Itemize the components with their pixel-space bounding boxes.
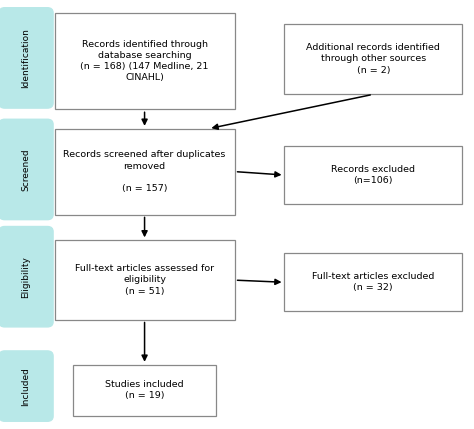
Text: Records screened after duplicates
removed

(n = 157): Records screened after duplicates remove… (64, 151, 226, 193)
FancyBboxPatch shape (0, 8, 53, 108)
Text: Full-text articles excluded
(n = 32): Full-text articles excluded (n = 32) (312, 272, 435, 292)
FancyBboxPatch shape (284, 146, 462, 204)
Text: Additional records identified
through other sources
(n = 2): Additional records identified through ot… (306, 43, 440, 75)
FancyBboxPatch shape (55, 13, 235, 109)
FancyBboxPatch shape (284, 24, 462, 94)
Text: Screened: Screened (22, 148, 30, 191)
FancyBboxPatch shape (55, 129, 235, 214)
Text: Identification: Identification (22, 28, 30, 88)
Text: Included: Included (22, 367, 30, 405)
FancyBboxPatch shape (0, 351, 53, 421)
Text: Full-text articles assessed for
eligibility
(n = 51): Full-text articles assessed for eligibil… (75, 264, 214, 296)
FancyBboxPatch shape (284, 253, 462, 311)
FancyBboxPatch shape (0, 227, 53, 327)
Text: Records identified through
database searching
(n = 168) (147 Medline, 21
CINAHL): Records identified through database sear… (81, 40, 209, 82)
Text: Records excluded
(n=106): Records excluded (n=106) (331, 165, 415, 185)
FancyBboxPatch shape (0, 119, 53, 220)
Text: Studies included
(n = 19): Studies included (n = 19) (105, 381, 184, 400)
Text: Eligibility: Eligibility (22, 256, 30, 298)
FancyBboxPatch shape (73, 365, 216, 416)
FancyBboxPatch shape (55, 240, 235, 320)
